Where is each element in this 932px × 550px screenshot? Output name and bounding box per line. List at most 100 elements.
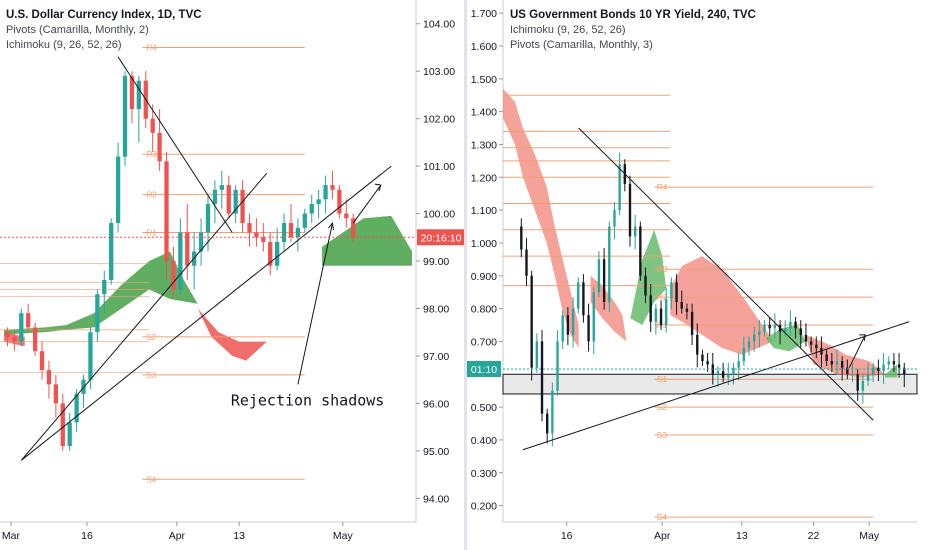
us10y-candle: [665, 298, 668, 326]
us10y-candle: [799, 328, 802, 335]
dxy-indicator-ichimoku[interactable]: Ichimoku (9, 26, 52, 26): [6, 39, 122, 51]
us10y-chart[interactable]: R4R3R2R1S1S2S3S401:100.2000.3000.4000.50…: [467, 0, 918, 542]
dxy-candle: [351, 218, 356, 238]
dxy-chart[interactable]: R4 R3 R2 R1 S2 S3 S4 Rejection shadows 20:16:10 9…: [0, 0, 465, 542]
dxy-pivot-label: R2: [146, 191, 157, 200]
us10y-candle: [804, 334, 808, 342]
dxy-trendline-up-steep: [20, 172, 268, 461]
dxy-candle: [309, 204, 314, 214]
us10y-title[interactable]: US Government Bonds 10 YR Yield, 240, TV…: [510, 9, 756, 21]
dxy-candle: [164, 161, 169, 261]
dxy-annotation: Rejection shadows: [231, 392, 385, 410]
us10y-candle: [882, 364, 885, 371]
us10y-candle: [556, 341, 559, 391]
us10y-candle: [747, 341, 751, 348]
us10y-candle: [535, 341, 539, 368]
us10y-y-tick-label: 1.400: [471, 107, 497, 119]
us10y-candle: [525, 249, 528, 276]
us10y-y-tick-label: 0.700: [471, 336, 497, 348]
us10y-candle: [670, 282, 673, 299]
dxy-arrow-rejection-head: [328, 221, 334, 231]
us10y-candle: [587, 315, 590, 342]
us10y-trendline-up: [522, 321, 910, 451]
us10y-pivot-label: S2: [657, 402, 668, 412]
dxy-y-tick-label: 94.00: [423, 493, 449, 505]
us10y-candle: [633, 226, 637, 237]
us10y-legend: US Government Bonds 10 YR Yield, 240, TV…: [510, 7, 756, 53]
us10y-trendline-down: [578, 127, 874, 421]
dxy-candle: [122, 75, 128, 157]
dxy-candle: [46, 370, 52, 385]
us10y-y-tick-label: 1.000: [471, 238, 497, 250]
us10y-candle: [696, 334, 699, 355]
us10y-candle: [835, 361, 839, 365]
dxy-candle: [212, 189, 218, 205]
dxy-candle: [337, 189, 342, 214]
us10y-candle: [856, 374, 859, 391]
dxy-y-tick-label: 96.00: [423, 398, 449, 410]
us10y-y-tick-label: 1.100: [471, 205, 497, 217]
us10y-pivot-label: S3: [657, 430, 668, 440]
dxy-candle: [19, 313, 24, 342]
dxy-title[interactable]: U.S. Dollar Currency Index, 1D, TVC: [6, 9, 202, 21]
dxy-y-tick-label: 98.00: [423, 303, 449, 315]
dxy-y-tick-label: 104.00: [423, 19, 455, 31]
us10y-candle: [861, 380, 865, 391]
us10y-y-tick-label: 0.300: [471, 468, 497, 480]
us10y-candle: [701, 354, 704, 362]
dxy-candle: [39, 351, 45, 371]
dxy-candle: [109, 223, 114, 280]
us10y-indicator-pivots[interactable]: Pivots (Camarilla, Monthly, 3): [510, 39, 653, 51]
us10y-candle: [903, 367, 906, 375]
us10y-candle: [520, 226, 523, 250]
us10y-candle: [577, 282, 580, 309]
dxy-candle: [185, 232, 190, 266]
us10y-y-tick-label: 0.800: [471, 304, 497, 316]
dxy-candle: [219, 185, 224, 190]
dxy-ichimoku-cloud-bearish: [197, 308, 267, 361]
dxy-candle: [26, 313, 31, 328]
us10y-candle: [644, 275, 647, 296]
us10y-candle: [680, 302, 683, 309]
us10y-candle: [721, 370, 725, 378]
dxy-pivot-label: R1: [146, 229, 157, 238]
dxy-x-tick-label: 13: [233, 530, 245, 542]
dxy-candle: [226, 185, 231, 214]
us10y-candle: [825, 354, 828, 362]
us10y-candle: [675, 282, 678, 303]
us10y-arrow-projection: [848, 334, 866, 368]
us10y-x-tick-label: May: [859, 530, 880, 542]
us10y-price-label: 01:10: [471, 364, 497, 376]
dxy-pivot-label: S3: [146, 371, 156, 380]
dxy-candle: [129, 75, 135, 110]
us10y-candle: [737, 361, 740, 368]
us10y-candle: [815, 344, 818, 348]
us10y-indicator-ichimoku[interactable]: Ichimoku (9, 26, 52, 26): [510, 24, 626, 36]
dxy-candle: [178, 232, 183, 290]
us10y-x-tick-label: 13: [736, 530, 748, 542]
dxy-candle: [344, 213, 349, 219]
us10y-candle: [752, 334, 756, 342]
dxy-candle: [233, 189, 238, 214]
dxy-candle: [316, 199, 321, 205]
dxy-candle: [288, 223, 294, 238]
dxy-candle: [115, 156, 121, 224]
us10y-cloud-bearish-3: [670, 256, 774, 355]
us10y-y-tick-label: 1.600: [471, 41, 497, 53]
dxy-y-tick-label: 102.00: [423, 114, 455, 126]
us10y-pivot-label: S1: [657, 374, 668, 384]
dxy-indicator-pivots[interactable]: Pivots (Camarilla, Monthly, 2): [6, 24, 149, 36]
dxy-candle: [157, 132, 162, 162]
dxy-candle: [330, 185, 335, 190]
dxy-y-tick-label: 99.00: [423, 256, 449, 268]
dxy-candle: [88, 332, 93, 380]
us10y-candle: [618, 164, 621, 211]
dxy-candle: [150, 118, 155, 133]
us10y-pivot-label: S4: [657, 512, 668, 522]
us10y-candle: [654, 308, 658, 322]
dxy-ichimoku-cloud-projection: [322, 215, 412, 266]
us10y-candle: [877, 367, 880, 371]
dxy-arrow-projection: [352, 184, 382, 224]
us10y-cloud-bearish-4: [805, 334, 886, 378]
